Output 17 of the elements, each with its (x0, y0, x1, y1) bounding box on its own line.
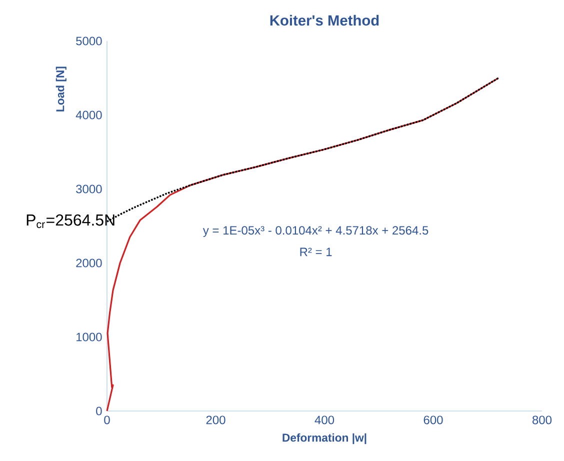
y-tick-label: 0 (96, 406, 102, 416)
x-tick-label: 0 (104, 416, 110, 424)
y-tick-label: 2000 (76, 258, 102, 268)
annotation: y = 1E-05x³ - 0.0104x² + 4.5718x + 2564.5 (202, 226, 428, 237)
y-tick-label: 4000 (76, 110, 102, 120)
x-tick-label: 800 (532, 416, 552, 424)
y-tick-label: 1000 (76, 332, 102, 342)
y-axis-title: Load [N] (56, 66, 66, 112)
y-tick-label: 3000 (76, 184, 102, 194)
x-axis-title: Deformation |w| (282, 433, 366, 444)
annotation: P$_{cr}$=2564.5N (26, 214, 114, 228)
x-tick-label: 200 (206, 416, 226, 424)
chart-title: Koiter's Method (270, 14, 379, 26)
y-tick-label: 5000 (76, 36, 102, 46)
x-tick-label: 400 (314, 416, 334, 424)
annotation: R² = 1 (300, 248, 332, 256)
x-tick-label: 600 (424, 416, 443, 424)
